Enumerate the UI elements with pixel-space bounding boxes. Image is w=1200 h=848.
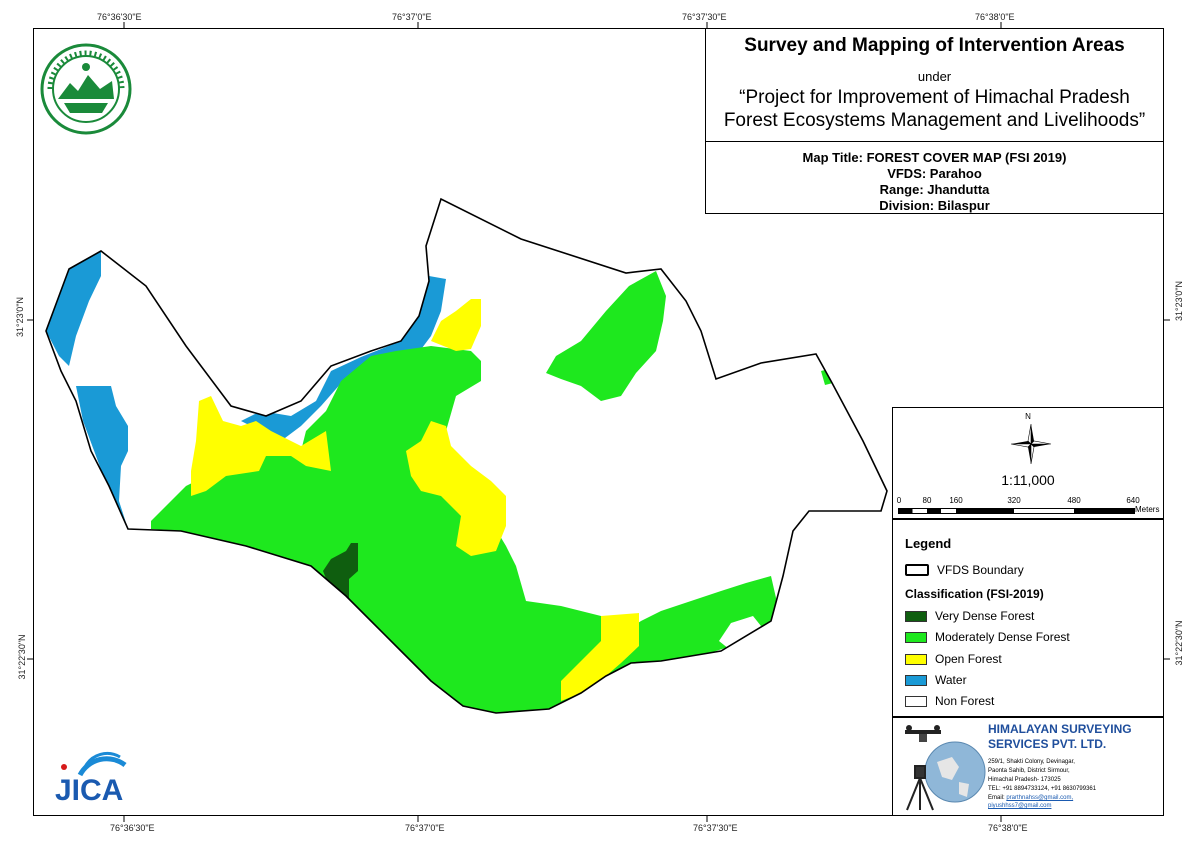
- company-name-line2: SERVICES PVT. LTD.: [988, 737, 1107, 751]
- legend-row-open: Open Forest: [905, 651, 1002, 667]
- open-forest-central: [406, 421, 506, 556]
- legend-swatch-open: [905, 653, 927, 665]
- tripod-icon: [906, 765, 934, 811]
- scale-tick-320: 320: [1007, 496, 1021, 505]
- jica-logo-mark: JICA: [55, 752, 127, 807]
- vfds-name: VFDS: Parahoo: [887, 166, 982, 181]
- legend-label-boundary: VFDS Boundary: [937, 563, 1024, 577]
- drone-icon: [905, 730, 941, 734]
- jica-logo-text: JICA: [55, 774, 123, 805]
- legend-label-very-dense: Very Dense Forest: [935, 609, 1035, 623]
- legend-swatch-water: [905, 674, 927, 686]
- title-project-line2: Forest Ecosystems Management and Livelih…: [723, 110, 1146, 131]
- scale-panel: N 1:11,000 0 80 160 320 480 640 Meters: [892, 407, 1164, 519]
- legend-swatch-boundary: [905, 564, 929, 576]
- title-under: under: [917, 69, 952, 84]
- title-main: Survey and Mapping of Intervention Areas: [744, 35, 1125, 56]
- scale-tick-480: 480: [1067, 496, 1081, 505]
- legend-swatch-non-forest: [905, 695, 927, 707]
- legend-swatch-very-dense: [905, 610, 927, 622]
- legend-row-very-dense: Very Dense Forest: [905, 608, 1034, 624]
- bottom-lon-label-4: 76°38'0"E: [988, 823, 1028, 833]
- vfds-boundary: [45, 197, 888, 714]
- top-lon-label-1: 76°36'30"E: [97, 12, 142, 22]
- title-divider: [706, 141, 1163, 142]
- north-arrow-icon: [1010, 423, 1052, 465]
- open-forest-west: [191, 396, 331, 496]
- bottom-lon-label-2: 76°37'0"E: [405, 823, 445, 833]
- company-name-line1: HIMALAYAN SURVEYING: [988, 722, 1132, 736]
- top-lon-label-2: 76°37'0"E: [392, 12, 432, 22]
- company-address-2: Paonta Sahib, District Sirmour,: [988, 768, 1070, 774]
- scale-tick-640: 640: [1126, 496, 1140, 505]
- company-panel: HIMALAYAN SURVEYING SERVICES PVT. LTD. 2…: [892, 717, 1164, 816]
- bottom-lon-label-1: 76°36'30"E: [110, 823, 155, 833]
- range-name: Range: Jhandutta: [879, 182, 990, 197]
- legend-row-non-forest: Non Forest: [905, 693, 994, 709]
- company-logo: [905, 725, 986, 811]
- company-email-label: Email:: [988, 795, 1005, 801]
- moderately-dense-forest-northeast: [546, 271, 666, 401]
- division-name: Division: Bilaspur: [879, 198, 990, 213]
- company-tel: TEL: +91 8894733124, +91 8630799361: [988, 786, 1097, 792]
- scale-unit: Meters: [1135, 505, 1160, 514]
- classification-title: Classification (FSI-2019): [905, 587, 1044, 601]
- legend-panel: Legend VFDS Boundary Classification (FSI…: [892, 519, 1164, 717]
- company-email-2[interactable]: piyushhss7@gmail.com: [988, 803, 1052, 809]
- bottom-lon-label-3: 76°37'30"E: [693, 823, 738, 833]
- legend-label-water: Water: [935, 673, 967, 687]
- top-lon-label-3: 76°37'30"E: [682, 12, 727, 22]
- legend-row-moderately-dense: Moderately Dense Forest: [905, 629, 1070, 645]
- legend-swatch-moderately-dense: [905, 631, 927, 643]
- forest-department-logo: [40, 43, 132, 135]
- scale-tick-80: 80: [922, 496, 932, 505]
- water-area-west: [46, 251, 101, 366]
- legend-label-non-forest: Non Forest: [935, 694, 995, 708]
- map-title: Map Title: FOREST COVER MAP (FSI 2019): [802, 150, 1067, 165]
- legend-label-moderately-dense: Moderately Dense Forest: [935, 630, 1070, 644]
- jica-logo: JICA: [50, 745, 130, 807]
- scale-bar: [898, 508, 1135, 514]
- legend-title: Legend: [905, 536, 952, 551]
- title-project-line1: “Project for Improvement of Himachal Pra…: [739, 87, 1130, 108]
- title-block: Survey and Mapping of Intervention Areas…: [705, 28, 1164, 214]
- legend-label-open: Open Forest: [935, 652, 1002, 666]
- legend-row-water: Water: [905, 672, 967, 688]
- open-forest-south: [561, 613, 639, 701]
- north-label: N: [1025, 412, 1031, 421]
- open-forest-north: [431, 299, 481, 351]
- scale-ratio: 1:11,000: [1001, 472, 1055, 488]
- company-email-row: Email: prarthnahss@gmail.com,: [988, 795, 1073, 801]
- water-area-southwest: [76, 386, 128, 529]
- top-lon-label-4: 76°38'0"E: [975, 12, 1015, 22]
- company-email-1[interactable]: prarthnahss@gmail.com,: [1006, 795, 1074, 801]
- scale-tick-0: 0: [896, 496, 902, 505]
- company-address-3: Himachal Pradesh- 173025: [988, 777, 1061, 783]
- scale-tick-160: 160: [949, 496, 963, 505]
- legend-row-boundary: VFDS Boundary: [905, 562, 1024, 578]
- company-address-1: 259/1, Shakti Colony, Devinagar,: [988, 759, 1075, 765]
